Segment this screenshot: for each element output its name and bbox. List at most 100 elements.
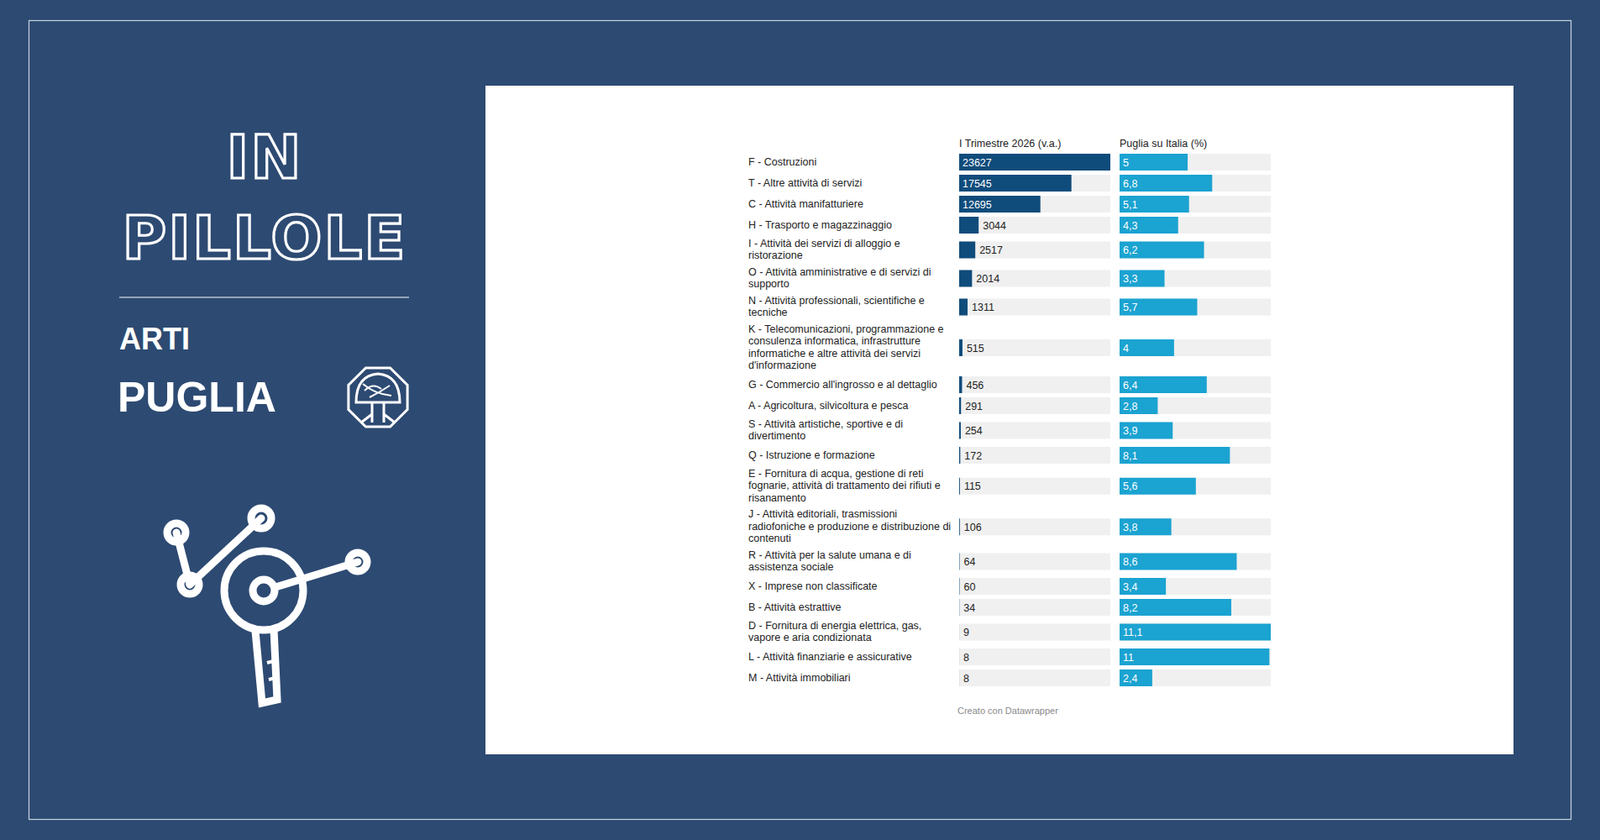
category-label: M - Attività immobiliari <box>748 671 851 684</box>
data-label: 5,7 <box>1122 301 1138 314</box>
data-label: 291 <box>965 400 983 413</box>
bar <box>959 339 963 357</box>
data-label: 11,1 <box>1122 626 1143 639</box>
category-label: Q - Istruzione e formazione <box>748 449 876 462</box>
bar-track <box>959 216 1111 234</box>
data-label: 23627 <box>962 157 992 169</box>
bar <box>959 270 972 288</box>
category-label: E - Fornitura di acqua, gestione di reti… <box>748 467 941 504</box>
title-word: PILLOLE <box>121 202 407 273</box>
bar <box>1119 577 1166 595</box>
bar-track <box>1119 577 1271 595</box>
bar <box>1119 422 1173 440</box>
bar-track <box>1119 216 1271 234</box>
key-icon <box>167 508 368 703</box>
bar <box>959 422 961 440</box>
frame <box>29 20 1572 820</box>
column-header: I Trimestre 2026 (v.a.) <box>959 137 1061 150</box>
data-label: 3,9 <box>1122 424 1138 437</box>
bar <box>1119 376 1207 394</box>
bar-track <box>1119 376 1271 394</box>
bar <box>1119 669 1153 687</box>
bar-track <box>1119 669 1271 687</box>
data-label: 8,6 <box>1122 556 1138 568</box>
bar-track <box>959 339 1111 357</box>
bar-track <box>1119 174 1271 192</box>
data-label: 8,1 <box>1122 450 1138 462</box>
bar-track <box>959 648 1111 666</box>
bar-track <box>959 446 1111 464</box>
data-label: 8 <box>963 651 970 664</box>
bar-track <box>959 477 1111 495</box>
bar <box>959 376 962 394</box>
background <box>0 0 1600 840</box>
data-label: 6,8 <box>1122 178 1138 190</box>
data-label: 2014 <box>975 272 1000 285</box>
bar-track <box>1119 153 1271 171</box>
category-label: J - Attività editoriali, trasmissionirad… <box>748 508 951 545</box>
bar-track <box>959 299 1111 316</box>
bar <box>959 153 1111 171</box>
data-label: 64 <box>963 556 976 568</box>
data-label: 12695 <box>962 199 992 211</box>
bar-track <box>959 598 1111 616</box>
bar-track <box>1119 624 1271 641</box>
bar <box>959 397 961 415</box>
bar <box>1119 195 1190 213</box>
data-label: 2,8 <box>1122 400 1138 413</box>
bar-track <box>1119 446 1271 464</box>
data-label: 106 <box>964 521 982 534</box>
data-label: 5,6 <box>1122 480 1138 493</box>
data-label: 456 <box>965 379 984 392</box>
data-labels: 2362717545126953044251720141311515456291… <box>962 157 1007 685</box>
bar-track <box>959 577 1111 595</box>
category-label: X - Imprese non classificate <box>748 580 878 593</box>
bar <box>959 577 960 595</box>
org: ARTI <box>119 321 190 357</box>
category-label: I - Attività dei servizi di alloggio eri… <box>748 237 901 263</box>
bar <box>959 174 1072 192</box>
bar-track <box>1119 270 1271 288</box>
credit: Creato con Datawrapper <box>957 705 1059 716</box>
bar <box>1119 553 1237 571</box>
bar-track <box>959 174 1111 192</box>
category-label: L - Attività finanziarie e assicurative <box>748 650 913 663</box>
bar-track <box>959 518 1111 536</box>
bar-track <box>959 153 1111 171</box>
bar-track <box>1119 339 1271 357</box>
data-label: 2517 <box>979 244 1003 257</box>
data-label: 4 <box>1122 342 1129 355</box>
data-label: 5,1 <box>1122 199 1138 211</box>
bar <box>959 624 960 641</box>
bar-track <box>1119 299 1271 316</box>
data-label: 6,4 <box>1122 379 1138 392</box>
data-label: 34 <box>963 602 976 614</box>
bar <box>959 477 960 495</box>
bar <box>959 299 968 316</box>
bar <box>959 241 976 259</box>
data-label: 5 <box>1122 157 1129 169</box>
bar <box>1119 518 1172 536</box>
data-label: 515 <box>966 342 985 355</box>
bar-track <box>1119 397 1271 415</box>
bar-track <box>1119 518 1271 536</box>
bar-track <box>1119 648 1271 666</box>
bar <box>959 553 960 571</box>
bar <box>1119 270 1165 288</box>
logo-icon <box>348 367 408 427</box>
data-label: 172 <box>964 450 982 462</box>
bar-track <box>959 553 1111 571</box>
data-label: 3,3 <box>1122 272 1138 285</box>
bar-track <box>1119 241 1271 259</box>
bar-track <box>959 195 1111 213</box>
category-label: O - Attività amministrative e di servizi… <box>748 266 931 291</box>
bar <box>959 195 1041 213</box>
bar <box>1119 174 1212 192</box>
data-label: 2,4 <box>1122 672 1138 685</box>
bar <box>1119 339 1175 357</box>
category-label: G - Commercio all'ingrosso e al dettagli… <box>748 378 938 391</box>
bar-track <box>959 270 1111 288</box>
category-label: B - Attività estrattive <box>748 601 842 614</box>
category-label: A - Agricoltura, silvicoltura e pesca <box>748 399 908 412</box>
region: PUGLIA <box>117 373 277 421</box>
